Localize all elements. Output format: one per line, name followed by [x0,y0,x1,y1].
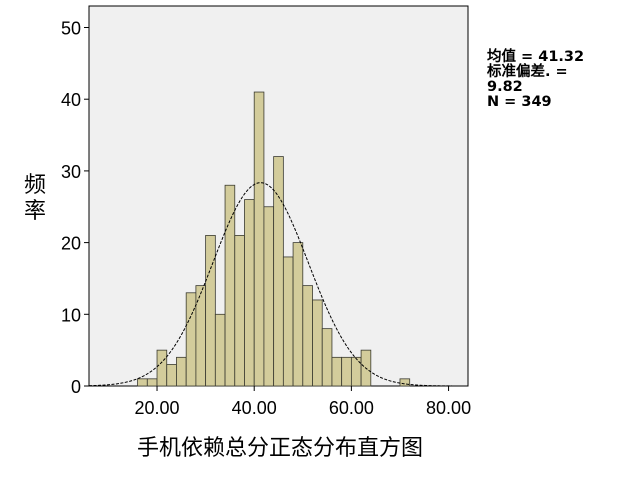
bar [263,206,275,387]
normal-curve [88,182,468,387]
bar [156,349,168,387]
y-tick-label: 50 [61,19,81,39]
bar [399,378,411,387]
bar [244,199,255,387]
x-axis-label: 手机依赖总分正态分布直方图 [137,436,423,461]
bar [166,364,177,387]
bar [282,256,294,387]
bars-group [137,91,411,387]
bar [224,184,236,387]
y-axis: 0 10 20 30 40 50 [61,19,89,397]
bar [185,292,197,387]
bar [331,356,343,387]
x-tick-label: 80.00 [426,398,471,418]
stat-line-n: N = 349 [487,94,552,110]
bar [205,235,216,387]
x-tick-label: 40.00 [232,398,277,418]
y-axis-label: 频率 [24,173,46,224]
bar [234,235,245,387]
stat-line-mean: 均值 = 41.32 [487,49,585,65]
bar [146,378,158,387]
bar [253,91,265,387]
y-tick-label: 10 [61,305,81,325]
y-axis-label-char: 率 [24,199,46,224]
bar [312,299,323,387]
bar [176,356,187,387]
bar [214,313,226,387]
x-tick-label: 20.00 [135,398,180,418]
stat-line-std-label: 标准偏差. = [487,64,568,80]
bar [292,242,304,387]
bar [137,378,148,387]
x-axis: 20.00 40.00 60.00 80.00 [135,386,471,418]
y-axis-label-char: 频 [24,173,46,198]
y-tick-label: 0 [71,377,81,397]
bar [350,356,362,387]
x-tick-label: 60.00 [329,398,374,418]
y-tick-label: 20 [61,234,81,254]
stats-legend: 均值 = 41.32 标准偏差. = 9.82 N = 349 [487,50,584,110]
bar [341,356,352,387]
bar [273,156,284,387]
bar [321,328,333,387]
y-tick-label: 30 [61,162,81,182]
stat-line-std-value: 9.82 [487,79,523,95]
y-tick-label: 40 [61,90,81,110]
bar [302,285,313,387]
